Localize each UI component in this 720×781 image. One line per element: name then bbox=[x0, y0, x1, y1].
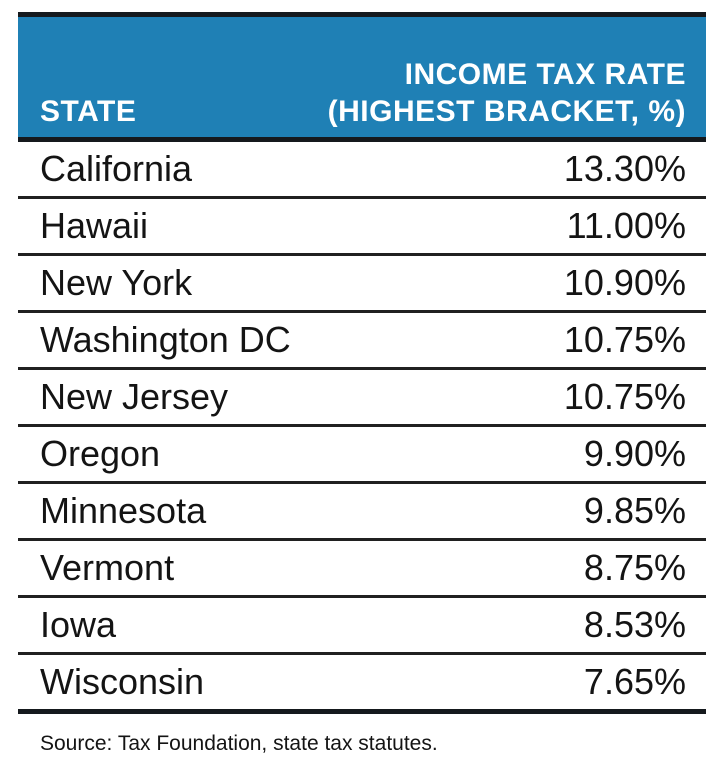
header-rate-column: INCOME TAX RATE (HIGHEST BRACKET, %) bbox=[328, 56, 686, 130]
rate-cell: 8.75% bbox=[583, 547, 686, 588]
state-cell: Hawaii bbox=[40, 205, 149, 246]
state-cell: Oregon bbox=[40, 433, 161, 474]
table-row: Vermont 8.75% bbox=[18, 541, 706, 598]
state-cell: New Jersey bbox=[40, 376, 229, 417]
state-cell: Vermont bbox=[40, 547, 175, 588]
income-tax-table: STATE INCOME TAX RATE (HIGHEST BRACKET, … bbox=[18, 12, 706, 714]
table-row: Hawaii 11.00% bbox=[18, 199, 706, 256]
source-note: Source: Tax Foundation, state tax statut… bbox=[40, 732, 438, 755]
rate-cell: 11.00% bbox=[566, 205, 686, 246]
table-row: Washington DC 10.75% bbox=[18, 313, 706, 370]
rate-cell: 9.90% bbox=[583, 433, 686, 474]
rate-cell: 10.90% bbox=[563, 262, 686, 303]
table-row: Wisconsin 7.65% bbox=[18, 655, 706, 714]
header-rate-line2: (HIGHEST BRACKET, %) bbox=[327, 95, 686, 128]
rate-cell: 7.65% bbox=[583, 661, 686, 702]
table-row: New York 10.90% bbox=[18, 256, 706, 313]
rate-cell: 13.30% bbox=[563, 148, 686, 189]
rate-cell: 8.53% bbox=[583, 604, 686, 645]
table-header-row: STATE INCOME TAX RATE (HIGHEST BRACKET, … bbox=[18, 12, 706, 142]
state-cell: New York bbox=[40, 262, 193, 303]
state-cell: Minnesota bbox=[40, 490, 207, 531]
table-row: New Jersey 10.75% bbox=[18, 370, 706, 427]
table-row: Oregon 9.90% bbox=[18, 427, 706, 484]
table-row: Minnesota 9.85% bbox=[18, 484, 706, 541]
rate-cell: 10.75% bbox=[563, 376, 686, 417]
state-cell: Washington DC bbox=[40, 319, 291, 360]
table-row: Iowa 8.53% bbox=[18, 598, 706, 655]
table-body: California 13.30% Hawaii 11.00% New York 10.9… bbox=[18, 142, 706, 714]
header-rate-line1: INCOME TAX RATE bbox=[404, 58, 686, 91]
rate-cell: 9.85% bbox=[583, 490, 686, 531]
state-cell: Wisconsin bbox=[40, 661, 205, 702]
header-state-column: STATE bbox=[40, 95, 137, 128]
state-cell: Iowa bbox=[40, 604, 117, 645]
state-cell: California bbox=[40, 148, 193, 189]
rate-cell: 10.75% bbox=[563, 319, 686, 360]
table-row: California 13.30% bbox=[18, 142, 706, 199]
